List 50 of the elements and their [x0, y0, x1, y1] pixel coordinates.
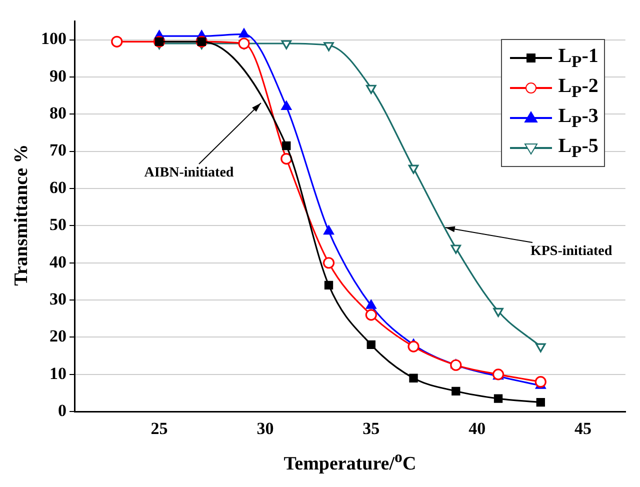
y-tick-label: 90 [50, 66, 66, 86]
x-tick-label: 35 [362, 419, 380, 438]
point [408, 164, 419, 174]
point [409, 374, 418, 382]
point [494, 394, 503, 403]
point [366, 300, 376, 309]
y-tick-label: 40 [50, 252, 66, 272]
point [238, 38, 250, 50]
point [408, 340, 420, 352]
y-tick-label: 70 [50, 140, 66, 160]
point [452, 386, 460, 396]
legend-label: L$_{P}$-5 [558, 134, 598, 162]
x-tick-label: 45 [574, 419, 592, 438]
legend-label: L$_{P}$-3 [558, 104, 598, 132]
point [450, 244, 462, 254]
point [324, 42, 334, 52]
x-axis-title: Temperature/$^{o}$C [282, 449, 418, 476]
x-tick-label: 25 [150, 419, 168, 438]
point [111, 36, 123, 48]
y-tick-label: 60 [50, 178, 66, 197]
y-tick-label: 0 [58, 400, 66, 420]
point [238, 28, 250, 38]
point [536, 343, 546, 352]
point [366, 340, 376, 350]
y-tick-label: 100 [41, 29, 66, 48]
point [282, 141, 291, 150]
point [365, 309, 377, 321]
point [450, 359, 462, 371]
point [324, 280, 334, 290]
point [536, 398, 545, 407]
y-axis-title: Transmittance % [11, 144, 33, 288]
point [324, 225, 334, 235]
point [366, 84, 376, 94]
y-tick-label: 50 [50, 215, 66, 234]
point [281, 40, 292, 50]
y-tick-label: 20 [50, 326, 66, 346]
point [322, 257, 335, 269]
y-tick-label: 80 [50, 104, 66, 123]
annotation: AIBN-initiated [144, 166, 234, 181]
y-tick-label: 30 [50, 289, 66, 308]
point [281, 100, 292, 110]
point [280, 152, 292, 165]
x-tick-label: 30 [256, 419, 274, 438]
y-tick-label: 10 [50, 364, 66, 383]
x-tick-label: 40 [468, 419, 486, 438]
point [534, 376, 546, 388]
legend-label: L$_{P}$-1 [558, 44, 598, 72]
legend-label: L$_{P}$-2 [558, 74, 598, 102]
annotation: KPS-initiated [530, 244, 612, 260]
point [493, 308, 504, 318]
